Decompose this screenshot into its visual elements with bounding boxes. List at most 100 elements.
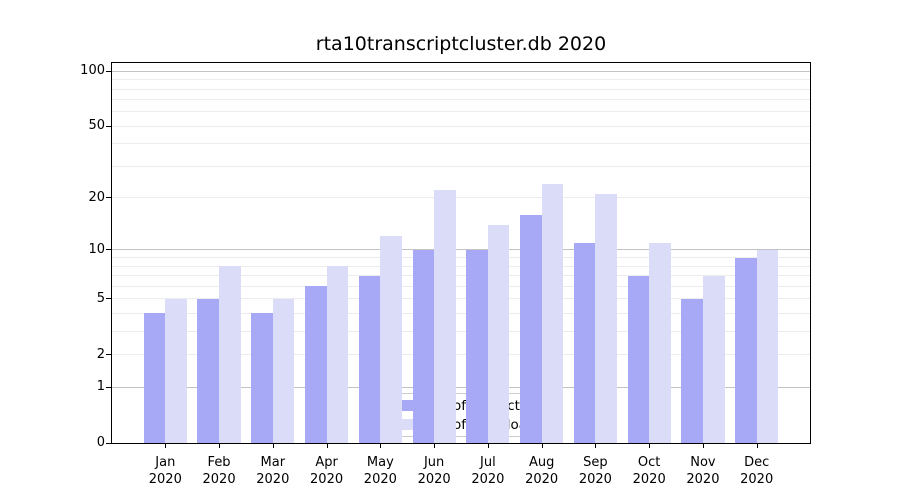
x-tick-aug — [541, 443, 543, 448]
x-tick-label-jan: Jan 2020 — [133, 454, 197, 488]
x-tick-month: Mar — [260, 455, 286, 470]
x-tick-sep — [595, 443, 597, 448]
x-tick-month: Oct — [637, 455, 661, 470]
gridline-minor-5 — [112, 298, 810, 300]
x-tick-month: Feb — [207, 455, 231, 470]
bar-nov-distinct-ips — [681, 298, 703, 443]
bar-may-downloads — [380, 236, 402, 443]
x-tick-year: 2020 — [363, 472, 397, 487]
gridline-minor-3 — [112, 330, 810, 332]
bar-apr-downloads — [326, 266, 349, 443]
x-tick-month: Aug — [528, 455, 555, 470]
x-tick-label-jul: Jul 2020 — [456, 454, 520, 488]
y-tick-label-50: 50 — [88, 118, 105, 134]
bar-apr-distinct-ips — [304, 286, 327, 443]
bar-mar-distinct-ips — [251, 313, 273, 443]
gridline-minor-50 — [112, 125, 810, 127]
gridline-major-1 — [112, 386, 810, 388]
bar-jun-downloads — [434, 190, 456, 443]
x-tick-apr — [326, 443, 328, 448]
x-tick-month: Dec — [744, 455, 770, 470]
y-tick-1 — [106, 386, 111, 388]
x-tick-month: Jul — [480, 455, 496, 470]
bar-jun-distinct-ips — [412, 249, 435, 443]
x-tick-year: 2020 — [471, 472, 505, 487]
y-tick-2 — [106, 354, 111, 356]
y-tick-50 — [106, 125, 111, 127]
x-tick-label-mar: Mar 2020 — [241, 454, 305, 488]
x-tick-year: 2020 — [310, 472, 344, 487]
x-tick-month: Nov — [690, 455, 716, 470]
y-tick-label-100: 100 — [80, 63, 105, 79]
x-tick-label-sep: Sep 2020 — [563, 454, 627, 488]
x-tick-feb — [219, 443, 221, 448]
bar-aug-downloads — [541, 183, 564, 443]
x-tick-year: 2020 — [686, 472, 720, 487]
gridline-minor-7 — [112, 275, 810, 277]
bar-may-distinct-ips — [358, 275, 381, 443]
gridline-major-100 — [112, 70, 810, 72]
bar-jul-distinct-ips — [466, 249, 488, 443]
bar-dec-downloads — [756, 249, 779, 443]
x-tick-label-nov: Nov 2020 — [671, 454, 735, 488]
bar-jan-downloads — [165, 298, 187, 443]
bar-oct-distinct-ips — [627, 275, 650, 443]
legend: Nb of distinct IPs Nb of downloads — [380, 393, 544, 437]
x-tick-label-apr: Apr 2020 — [295, 454, 359, 488]
legend-swatch-distinct-ips — [389, 400, 419, 411]
gridline-minor-80 — [112, 88, 810, 90]
x-tick-year: 2020 — [740, 472, 774, 487]
bar-feb-distinct-ips — [197, 298, 220, 443]
y-tick-label-5: 5 — [96, 290, 105, 306]
x-tick-year: 2020 — [417, 472, 451, 487]
bar-sep-downloads — [595, 194, 617, 443]
y-tick-10 — [106, 249, 111, 251]
x-tick-year: 2020 — [256, 472, 290, 487]
x-tick-label-jun: Jun 2020 — [402, 454, 466, 488]
plot-area: Nb of distinct IPsNb of downloads Jan202… — [80, 62, 811, 487]
bar-jul-downloads — [487, 224, 510, 443]
bar-aug-distinct-ips — [520, 214, 542, 443]
x-tick-year: 2020 — [578, 472, 612, 487]
y-tick-label-2: 2 — [96, 346, 105, 362]
x-tick-may — [380, 443, 382, 448]
legend-item-downloads: Nb of downloads — [389, 417, 543, 433]
y-tick-label-10: 10 — [88, 241, 105, 257]
y-tick-20 — [106, 197, 111, 199]
bar-sep-distinct-ips — [573, 242, 596, 443]
x-tick-label-feb: Feb 2020 — [187, 454, 251, 488]
y-tick-0 — [106, 442, 111, 444]
bar-feb-downloads — [219, 266, 241, 443]
x-tick-jul — [487, 443, 489, 448]
x-tick-label-may: May 2020 — [348, 454, 412, 488]
x-tick-year: 2020 — [202, 472, 236, 487]
gridline-minor-70 — [112, 99, 810, 101]
x-tick-nov — [702, 443, 704, 448]
bar-jan-distinct-ips — [143, 313, 166, 443]
y-tick-label-1: 1 — [96, 379, 105, 395]
legend-swatch-downloads — [389, 419, 419, 430]
bar-nov-downloads — [702, 275, 725, 443]
gridline-minor-90 — [112, 79, 810, 81]
gridline-minor-9 — [112, 257, 810, 259]
y-tick-label-0: 0 — [96, 435, 105, 450]
gridline-minor-30 — [112, 165, 810, 167]
x-tick-jun — [434, 443, 436, 448]
x-tick-month: Sep — [583, 455, 608, 470]
x-tick-label-aug: Aug 2020 — [510, 454, 574, 488]
gridline-minor-40 — [112, 143, 810, 145]
y-tick-100 — [106, 70, 111, 72]
bar-mar-downloads — [272, 298, 295, 443]
chart-title: rta10transcriptcluster.db 2020 — [315, 33, 607, 55]
legend-item-distinct-ips: Nb of distinct IPs — [389, 398, 543, 414]
x-tick-year: 2020 — [525, 472, 559, 487]
gridline-major-10 — [112, 249, 810, 251]
bar-dec-distinct-ips — [735, 257, 757, 443]
x-tick-jan — [165, 443, 167, 448]
x-tick-month: Jan — [155, 455, 176, 470]
x-tick-mar — [272, 443, 274, 448]
gridline-minor-6 — [112, 285, 810, 287]
gridline-minor-8 — [112, 265, 810, 267]
x-tick-oct — [649, 443, 651, 448]
